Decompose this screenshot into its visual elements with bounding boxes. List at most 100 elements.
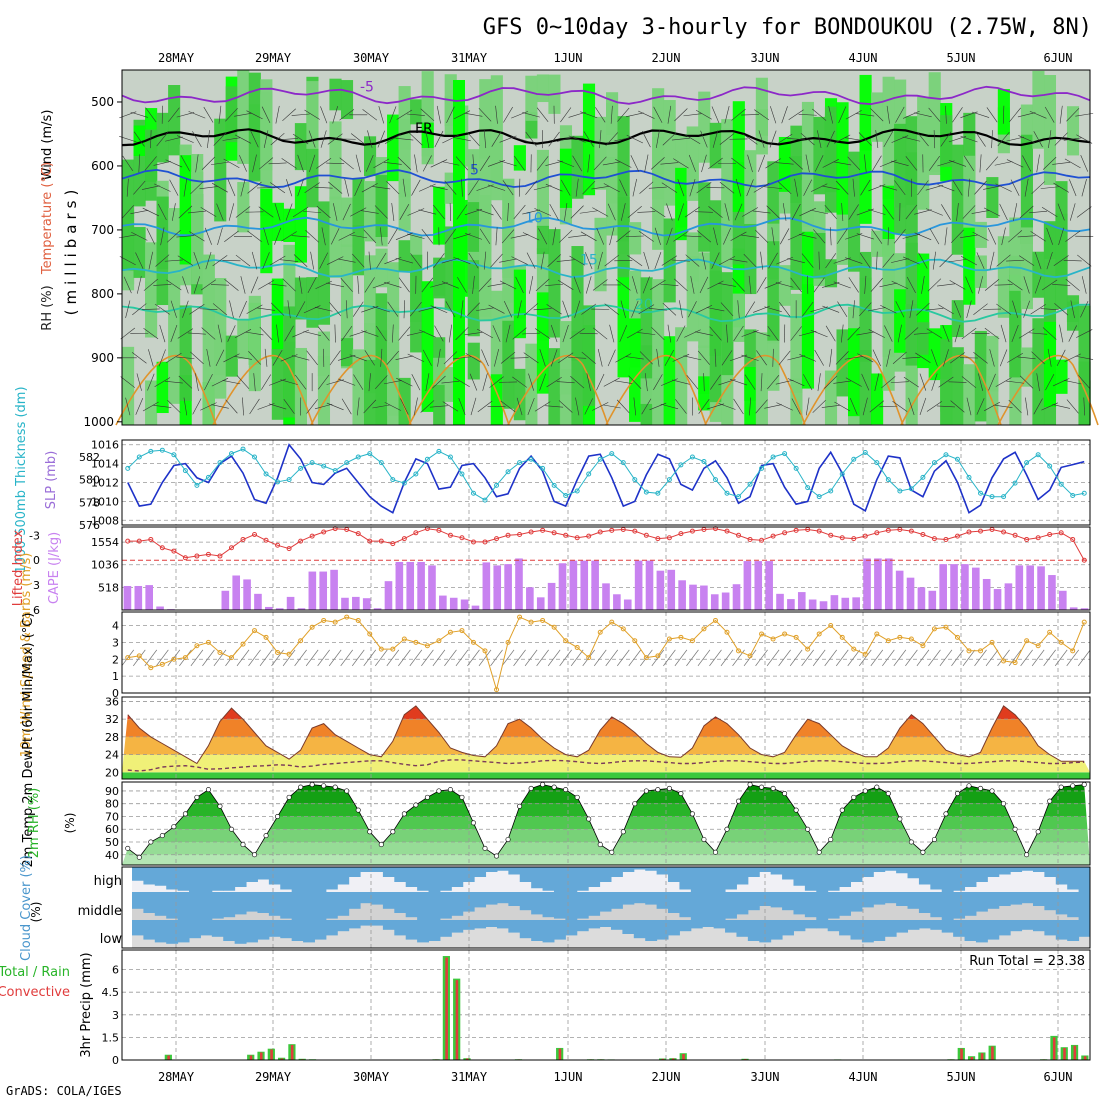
- cloud-cell: [1021, 892, 1034, 904]
- wind-barb: [1080, 300, 1089, 318]
- rh-shade: [513, 269, 526, 339]
- wind-barb: [525, 131, 537, 147]
- wind-barb: [871, 228, 883, 244]
- wind-barb: [963, 155, 975, 172]
- rh-point: [470, 820, 476, 826]
- wind-barb: [511, 256, 528, 265]
- precip-conv-bar: [980, 1053, 984, 1060]
- wind-speed-point: [275, 650, 281, 655]
- wind-barb: [711, 106, 720, 124]
- wind-barb: [526, 252, 536, 269]
- wind-barb: [464, 112, 483, 117]
- wind-barb: [176, 112, 195, 118]
- thickness-point: [1012, 480, 1018, 486]
- wind-barb: [999, 349, 1008, 367]
- li-point: [793, 527, 799, 533]
- cloud-cell: [804, 920, 817, 929]
- wind-barb: [478, 649, 492, 667]
- wind-barb: [391, 203, 395, 221]
- panel-frame: [121, 526, 1091, 611]
- cape-bar: [841, 597, 850, 610]
- wind-barb: [135, 252, 144, 269]
- wind-barb: [248, 351, 261, 365]
- wind-speed-point: [839, 634, 845, 640]
- rh-shade: [698, 376, 711, 411]
- wind-barb: [430, 282, 448, 288]
- cloud-cell: [303, 867, 315, 892]
- cape-bar: [439, 595, 447, 610]
- wind-barb: [476, 208, 494, 216]
- rh-shade: [571, 246, 584, 361]
- li-point: [171, 548, 177, 554]
- wind-barb: [183, 397, 188, 416]
- wind-barb: [919, 397, 927, 416]
- thickness-point: [563, 493, 569, 499]
- wind-barb: [744, 374, 756, 390]
- wind-barb: [870, 649, 884, 667]
- rh-shade: [744, 367, 757, 425]
- precip-conv-bar: [1052, 1037, 1056, 1060]
- cape-bar: [1059, 590, 1067, 610]
- wind-barb: [729, 378, 748, 386]
- wind-barb: [619, 179, 628, 196]
- wind-barb: [1012, 300, 1019, 318]
- wind-barb: [201, 156, 216, 170]
- wind-barb: [539, 373, 546, 391]
- wind-barb: [641, 130, 651, 148]
- rh-shade: [848, 328, 861, 417]
- rh-shade: [871, 92, 884, 142]
- wind-barb: [891, 160, 909, 167]
- top-date-axis: 28MAY 29MAY 30MAY 31MAY 1JUN 2JUN 3JUN 4JUN 5JUN…: [158, 51, 1073, 65]
- cloud-cell: [485, 892, 498, 905]
- cloud-cell: [508, 867, 521, 875]
- wind-speed-point: [574, 644, 580, 650]
- cloud-cell: [519, 892, 532, 911]
- cloud-cell: [850, 920, 863, 940]
- wind-barb: [813, 277, 825, 293]
- precip-conv-bar: [970, 1056, 974, 1060]
- pressure-tick-label: 1000: [83, 415, 114, 429]
- wind-barb: [615, 353, 632, 363]
- wind-barb: [443, 351, 458, 365]
- li-point: [666, 535, 672, 541]
- wind-barb: [1076, 134, 1093, 144]
- cloud-cell: [143, 920, 156, 940]
- thickness-point: [620, 460, 626, 466]
- wind-barb: [159, 324, 166, 343]
- li-point: [505, 532, 511, 538]
- wind-barb: [446, 106, 455, 123]
- wind-barb: [695, 331, 713, 336]
- cloud-cell: [839, 892, 851, 916]
- wind-barb: [444, 228, 456, 244]
- wind-barb: [317, 649, 330, 667]
- rh-point: [367, 829, 373, 835]
- wind-barb: [189, 303, 205, 315]
- wind-barb: [719, 181, 735, 194]
- wind-barb: [491, 131, 502, 147]
- wind-barb: [1081, 178, 1087, 197]
- wind-barb: [430, 185, 448, 191]
- wind-barb: [487, 184, 506, 191]
- isotherm-label: -5: [360, 80, 374, 96]
- rh-shade: [453, 80, 465, 425]
- isotherm-line: [121, 258, 1091, 279]
- cape-bar: [406, 561, 415, 610]
- cloud-cell: [394, 892, 407, 913]
- rh-shade: [202, 319, 215, 425]
- cape-bar: [417, 561, 425, 610]
- thickness-point: [447, 454, 453, 460]
- wind-barb: [261, 374, 272, 390]
- isotherm-label: 20: [635, 297, 653, 313]
- wind-barb: [251, 251, 258, 270]
- wind-barb: [452, 356, 471, 360]
- date-tick-bottom: 3JUN: [751, 1070, 780, 1084]
- wind-barb: [976, 252, 985, 269]
- thickness-point: [1058, 481, 1064, 487]
- cape-bar: [1080, 608, 1089, 610]
- wind-barb: [719, 133, 735, 145]
- wind-barb: [672, 353, 690, 362]
- cloud-cell: [1032, 892, 1045, 906]
- wind-barb: [684, 329, 701, 338]
